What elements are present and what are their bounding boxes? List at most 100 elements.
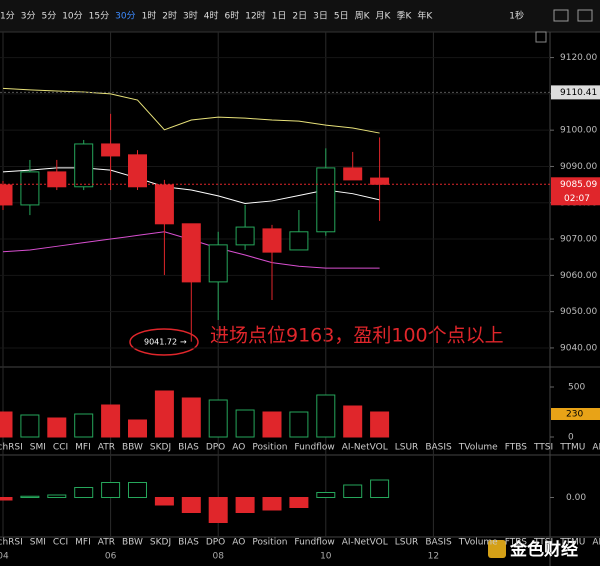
indicator-tab[interactable]: TTMU [559, 443, 585, 453]
indicator-tab[interactable]: AI-NetVOL [342, 443, 388, 453]
timeframe[interactable]: 2时 [162, 10, 177, 22]
indicator-tab[interactable]: BIAS [178, 538, 199, 548]
indicator-tab[interactable]: SMI [30, 538, 46, 548]
timeframe[interactable]: 1日 [272, 11, 287, 22]
high-marker-box [551, 85, 600, 100]
camera-icon[interactable] [553, 9, 569, 22]
indicator-tab[interactable]: TTMU [559, 538, 585, 548]
timeframe[interactable]: 5日 [334, 11, 349, 22]
arrow: → [180, 338, 187, 347]
toolbar [0, 0, 600, 32]
y-tick-label: 9090.00 [560, 162, 597, 172]
timeframe[interactable]: 周K [355, 11, 371, 22]
y-tick-label: 9060.00 [560, 271, 597, 281]
candle-body [370, 177, 390, 185]
oscillator-bar [262, 497, 282, 511]
settings-icon[interactable] [577, 9, 593, 22]
candle-body [154, 184, 174, 225]
timeframe[interactable]: 5分 [41, 11, 56, 22]
indicator-tab[interactable]: SKDJ [150, 538, 171, 548]
indicator-tab[interactable]: TTSI [533, 443, 553, 453]
indicator-tab[interactable]: MFI [75, 443, 91, 453]
indicator-tab[interactable]: Fundflow [294, 538, 334, 548]
indicator-tab[interactable]: AI-BSI [592, 443, 600, 453]
volume-bar [289, 411, 309, 438]
timeframe[interactable]: 30分 [115, 11, 135, 22]
indicator-tab[interactable]: DPO [206, 538, 225, 548]
y-tick-label: 9050.00 [560, 307, 597, 317]
y-tick-label: 9100.00 [560, 126, 597, 136]
indicator-tab[interactable]: SMI [30, 443, 46, 453]
timeframe[interactable]: 3分 [21, 11, 36, 22]
volume-bar [343, 405, 363, 438]
timeframe[interactable]: 1分 [0, 11, 15, 22]
timeframe[interactable]: 3时 [183, 10, 198, 22]
indicator-tab[interactable]: BASIS [425, 538, 452, 548]
indicator-tab[interactable]: LSUR [395, 443, 419, 453]
indicator-tab[interactable]: AI-BSI [592, 538, 600, 548]
volume-bar [0, 411, 13, 438]
volume-bar [74, 413, 94, 438]
timeframe[interactable]: 12时 [245, 10, 265, 22]
oscillator-bar [370, 479, 390, 498]
indicator-tab[interactable]: BBW [122, 538, 143, 548]
timeframe[interactable]: 月K [376, 11, 392, 22]
volume-bar [128, 419, 147, 438]
timeframe[interactable]: 2日 [292, 11, 307, 22]
volume-bar [262, 411, 282, 438]
y-tick-label: 9120.00 [560, 53, 597, 63]
timeframe[interactable]: 4时 [204, 10, 219, 22]
volume-bar [101, 404, 121, 438]
indicator-tab[interactable]: Fundflow [294, 443, 334, 453]
indicator-tab[interactable]: LSUR [395, 538, 419, 548]
countdown: 02:07 [564, 194, 590, 204]
indicator-tab[interactable]: ATR [98, 443, 115, 453]
indicator-tab[interactable]: BIAS [178, 443, 199, 453]
timeframe[interactable]: 15分 [89, 11, 109, 22]
y-tick-label: 9040.00 [560, 343, 597, 353]
indicator-tab[interactable]: Position [252, 538, 287, 548]
timeframe[interactable]: 10分 [62, 11, 82, 22]
candle-body [20, 171, 40, 206]
indicator-tab[interactable]: ATR [98, 538, 115, 548]
timeframe[interactable]: 季K [396, 10, 412, 22]
last-price: 9085.09 [560, 180, 597, 190]
timeframe[interactable]: 1时 [142, 10, 157, 22]
timeframe[interactable]: 年K [417, 10, 433, 22]
indicator-tab[interactable]: Position [252, 443, 287, 453]
indicator-tab[interactable]: ochRSI [0, 538, 23, 548]
indicator-tab[interactable]: AO [232, 538, 245, 548]
indicator-tab[interactable]: FTBS [505, 443, 528, 453]
oscillator-bar [74, 487, 94, 498]
volume-bar [47, 417, 67, 438]
candle-body [289, 231, 309, 251]
layout-icon[interactable] [535, 31, 547, 43]
oscillator-bar [181, 497, 201, 513]
volume-marker: 230 [566, 410, 583, 420]
timeframe[interactable]: 6时 [225, 10, 240, 22]
oscillator-bar [20, 495, 40, 498]
interval[interactable]: 1秒 [509, 10, 524, 22]
candle-body [208, 244, 228, 283]
candle-body [0, 184, 13, 206]
oscillator-bar [289, 497, 309, 508]
indicator-tab[interactable]: AI-NetVOL [342, 538, 388, 548]
indicator-tab[interactable]: BASIS [425, 443, 452, 453]
annotation: 进场点位9163，盈利100个点以上 [210, 325, 504, 347]
candle-body [235, 226, 255, 246]
indicator-tab[interactable]: DPO [206, 443, 225, 453]
oscillator-bar [101, 482, 121, 498]
indicator-tab[interactable]: CCI [53, 538, 68, 548]
indicator-tab[interactable]: MFI [75, 538, 91, 548]
indicator-tab[interactable]: SKDJ [150, 443, 171, 453]
indicator-tab[interactable]: AO [232, 443, 245, 453]
indicator-tab[interactable]: TTSI [533, 538, 553, 548]
indicator-tab[interactable]: FTBS [505, 538, 528, 548]
indicator-tab[interactable]: CCI [53, 443, 68, 453]
indicator-tab[interactable]: ochRSI [0, 443, 23, 453]
indicator-tab[interactable]: BBW [122, 443, 143, 453]
timeframe[interactable]: 3日 [313, 11, 328, 22]
indicator-tab[interactable]: TVolume [458, 538, 498, 548]
highlight-ellipse [129, 328, 199, 356]
indicator-tab[interactable]: TVolume [458, 443, 498, 453]
